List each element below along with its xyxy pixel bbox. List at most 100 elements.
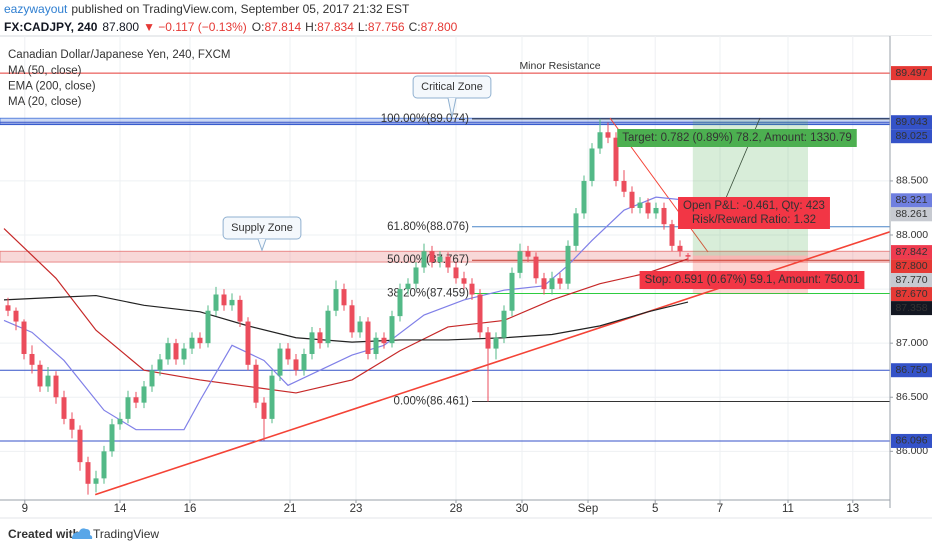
candle-body <box>69 418 75 430</box>
y-tick-label: 88.500 <box>896 175 928 187</box>
candle-body <box>581 180 587 214</box>
candle-body <box>101 451 107 479</box>
x-tick-label: 16 <box>184 503 197 515</box>
x-tick-label: 11 <box>782 503 794 515</box>
candle-body <box>669 224 675 246</box>
candle-body <box>597 132 603 149</box>
candle-body <box>141 386 147 403</box>
callout-pointer <box>257 238 267 252</box>
fib-label: 50.00%(87.767) <box>387 254 469 266</box>
candle-body <box>237 299 243 322</box>
price-label: 89.497 <box>895 67 927 79</box>
candle-body <box>205 310 211 344</box>
candle-body <box>461 278 467 284</box>
candle-body <box>589 148 595 181</box>
candle-body <box>285 348 291 360</box>
price-label-box <box>891 66 932 81</box>
candle-body <box>469 283 475 295</box>
candle-body <box>629 191 635 208</box>
candle-body <box>261 402 267 419</box>
candle-body <box>229 299 235 306</box>
x-tick-label: 21 <box>284 503 297 515</box>
candle-body <box>197 337 203 344</box>
candle-body <box>397 289 403 317</box>
callout-pointer <box>447 97 457 118</box>
price-label-box <box>891 287 932 302</box>
candle-body <box>29 353 35 365</box>
candle-body <box>325 310 331 344</box>
price-label-box <box>891 259 932 274</box>
candle-body <box>373 337 379 354</box>
candle-body <box>413 267 419 284</box>
grid <box>0 36 890 500</box>
fib-label: 0.00%(86.461) <box>394 395 470 407</box>
candle-body <box>61 397 67 419</box>
candle-body <box>453 267 459 279</box>
price-label: 87.770 <box>895 274 927 286</box>
target-label-box <box>617 129 857 147</box>
brand-logo <box>72 528 93 539</box>
candle-body <box>653 207 659 214</box>
ohlc-value: 87.800 <box>421 20 458 34</box>
indicator-line <box>3 294 689 343</box>
candle-body <box>645 202 651 214</box>
price-level-name: Minor Resistance <box>519 60 600 72</box>
candle-body <box>525 251 531 257</box>
indicator-line <box>3 228 689 394</box>
candle-body <box>541 278 547 290</box>
price-label: 87.358 <box>895 302 927 314</box>
candle-body <box>93 478 99 484</box>
candle-body <box>77 429 83 463</box>
x-tick-label: 13 <box>846 503 859 515</box>
candle-body <box>157 359 163 371</box>
candle-body <box>533 256 539 279</box>
price-label-box <box>891 245 932 260</box>
x-tick-label: 14 <box>114 503 127 515</box>
candle-body <box>117 418 123 425</box>
created-with: Created with <box>8 527 80 541</box>
target-label: Target: 0.782 (0.89%) 78.2, Amount: 1330… <box>622 132 852 144</box>
candle-body <box>245 321 251 365</box>
tool-labels: Critical Zone Supply Zone Target: 0.782 (0… <box>222 75 865 289</box>
candle-body <box>613 137 619 181</box>
candle-body <box>493 337 499 349</box>
candle-body <box>13 310 19 322</box>
stop-label: Stop: 0.591 (0.67%) 59.1, Amount: 750.01 <box>645 274 860 286</box>
candle-body <box>165 343 171 360</box>
fib-label: 100.00%(89.074) <box>381 113 469 125</box>
candle-body <box>5 305 11 311</box>
x-tick-label: 7 <box>717 503 723 515</box>
candle-body <box>253 364 259 403</box>
legend-entry: MA (20, close) <box>8 96 82 108</box>
price-label-box <box>891 363 932 378</box>
candle-body <box>45 375 51 387</box>
brand-name[interactable]: TradingView <box>93 527 159 541</box>
candle-body <box>389 316 395 344</box>
price-label-box <box>891 207 932 222</box>
candle-body <box>661 207 667 225</box>
x-tick-label: 28 <box>450 503 463 515</box>
callout-label: Supply Zone <box>231 222 293 234</box>
candle-body <box>429 251 435 263</box>
candle-body <box>349 305 355 333</box>
y-tick-label: 86.500 <box>896 391 928 403</box>
candle-body <box>309 332 315 354</box>
legend-entry: EMA (200, close) <box>8 81 96 93</box>
candle-body <box>85 462 91 484</box>
candle-body <box>173 343 179 360</box>
candle-body <box>517 251 523 273</box>
candle-body <box>365 321 371 354</box>
pnl-label: Open P&L: -0.461, Qty: 423 <box>683 200 825 212</box>
candle-body <box>277 348 283 376</box>
symbol-line: FX:CADJPY, 240 87.800 ▼ −0.117 (−0.13%) O:8… <box>4 20 458 34</box>
price-label: 88.261 <box>895 208 927 220</box>
candle-body <box>509 272 515 311</box>
candle-body <box>293 359 299 371</box>
legend: Canadian Dollar/Japanese Yen, 240, FXCM M… <box>8 49 230 108</box>
author[interactable]: eazywayout <box>4 2 68 16</box>
price-label: 86.096 <box>895 435 927 447</box>
candle-body <box>573 213 579 246</box>
candle-body <box>445 256 451 268</box>
